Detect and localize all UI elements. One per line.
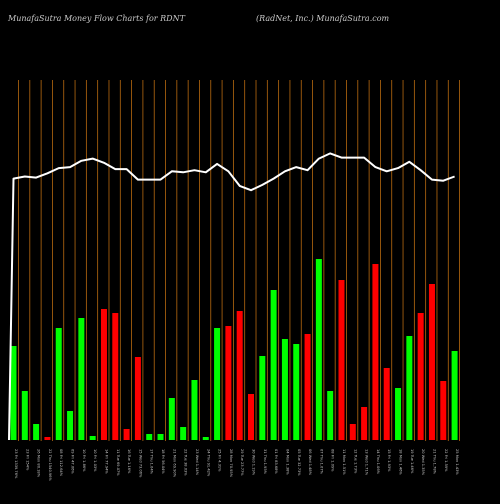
money-flow-bar [123, 429, 130, 440]
money-flow-bar [55, 328, 62, 440]
money-flow-bar [89, 436, 96, 440]
money-flow-bar [270, 290, 277, 440]
money-flow-bar [304, 334, 311, 440]
money-flow-bar [191, 380, 198, 440]
x-tick-label: 22 Tue 38.03% [184, 449, 188, 476]
x-tick-label: 20 Wed 1.35% [421, 449, 425, 476]
x-tick-label: 09 Fri 47.06% [71, 449, 75, 474]
money-flow-bar [134, 357, 141, 440]
x-tick-label: 17 Thu 1.04% [150, 449, 154, 475]
x-tick-label: 19 Tue 1.46% [410, 449, 414, 474]
x-tick-label: 26 Mon 80.18% [37, 449, 41, 478]
money-flow-bar [372, 264, 379, 440]
money-flow-bar [157, 434, 164, 440]
money-flow-bar [361, 407, 368, 440]
x-tick-label: 10 Fri 1.86% [82, 449, 86, 472]
x-tick-label: 01 Fri 83.68% [274, 449, 278, 474]
money-flow-bar [112, 313, 119, 440]
x-tick-label: 23 Wed 1.14% [195, 449, 199, 476]
money-flow-bar [248, 394, 255, 440]
x-tick-label: 11 Mon 1.51% [342, 449, 346, 475]
x-tick-label: 15 Fri 1.93% [387, 449, 391, 472]
x-tick-label: 10 Fri 1.03% [93, 449, 97, 472]
money-flow-bars [10, 259, 458, 440]
money-flow-bar [33, 424, 40, 440]
money-flow-bar [78, 318, 85, 440]
chart-title: MunafaSutra Money Flow Charts for RDNT [8, 14, 185, 23]
money-flow-bar [349, 424, 356, 440]
money-flow-bar [146, 434, 153, 440]
money-flow-bar [214, 328, 221, 440]
money-flow-bar [327, 391, 334, 440]
x-tick-label: 29 Tue 23.77% [240, 449, 244, 476]
money-flow-bar [67, 411, 74, 440]
money-flow-bar [168, 398, 175, 440]
x-tick-label: 23 Fri 1339.76% [14, 449, 18, 479]
x-tick-label: 08 Fri 112.64% [59, 449, 63, 477]
x-tick-label: 06 Wed 1.48% [308, 449, 312, 476]
money-flow-bar [338, 280, 345, 440]
price-line-layer [8, 152, 455, 441]
money-flow-bar [440, 381, 447, 440]
price-line [8, 152, 455, 441]
x-tick-label: 25 Mon 1.43% [455, 449, 459, 475]
money-flow-bar [417, 313, 424, 440]
x-tick-label: 31 Thu 1.95% [263, 449, 267, 475]
money-flow-bar [44, 437, 51, 440]
x-tick-label: 14 Fri 77.94% [104, 449, 108, 474]
x-tick-label: 22 Thu 1540.96% [48, 449, 52, 481]
money-flow-bar [202, 437, 209, 440]
x-tick-label: 05 Tue 32.73% [297, 449, 301, 476]
money-flow-bar [428, 284, 435, 440]
x-tick-label: 28 Mon 70.95% [229, 449, 233, 478]
x-tick-label: 23 Fri 154% [25, 449, 29, 471]
x-tick-label: 08 Fri 1.09% [331, 449, 335, 472]
x-tick-label: 18 Mon 1.46% [399, 449, 403, 475]
money-flow-bar [315, 259, 322, 440]
x-tick-label: 21 Thu 1.78% [432, 449, 436, 475]
x-tick-label: 15 Wed 73.06% [138, 449, 142, 478]
money-flow-bar [281, 339, 288, 440]
money-flow-bar [395, 388, 402, 440]
money-flow-bar [451, 351, 458, 440]
money-flow-bar [259, 356, 266, 440]
money-flow-bar [383, 368, 390, 440]
money-flow-bar [406, 336, 413, 440]
x-tick-label: 13 Wed 1.71% [365, 449, 369, 476]
x-tick-label: 07 Thu 1.07% [319, 449, 323, 475]
x-tick-labels: 23 Fri 1339.76% 23 Fri 154% 26 Mon 80.18% 2… [14, 449, 459, 481]
x-tick-label: 21 Mon 69.90% [172, 449, 176, 478]
x-tick-label: 14 Thu 1.06% [376, 449, 380, 475]
money-flow-bar [180, 427, 187, 440]
x-tick-label: 30 Wed 1.19% [252, 449, 256, 476]
x-tick-label: 24 Thu 91.42% [206, 449, 210, 477]
x-tick-label: 04 Mon 1.38% [285, 449, 289, 475]
money-flow-bar [236, 311, 243, 440]
money-flow-bar [21, 391, 28, 440]
x-tick-label: 11 Tue 69.07% [116, 449, 120, 476]
x-tick-label: 22 Fri 1.59% [444, 449, 448, 472]
x-tick-label: 25 Fri 4.31% [218, 449, 222, 472]
money-flow-bar [293, 344, 300, 440]
chart-subtitle: (RadNet, Inc.) MunafaSutra.com [256, 14, 390, 23]
money-flow-bar [225, 326, 232, 440]
money-flow-bar [10, 346, 17, 440]
x-tick-label: 16 Tue 1.16% [127, 449, 131, 474]
x-tick-label: 18 Fri 56.04% [161, 449, 165, 474]
money-flow-bar [100, 309, 107, 440]
x-tick-label: 12 Tue 1.73% [353, 449, 357, 474]
grid-lines [18, 80, 460, 441]
